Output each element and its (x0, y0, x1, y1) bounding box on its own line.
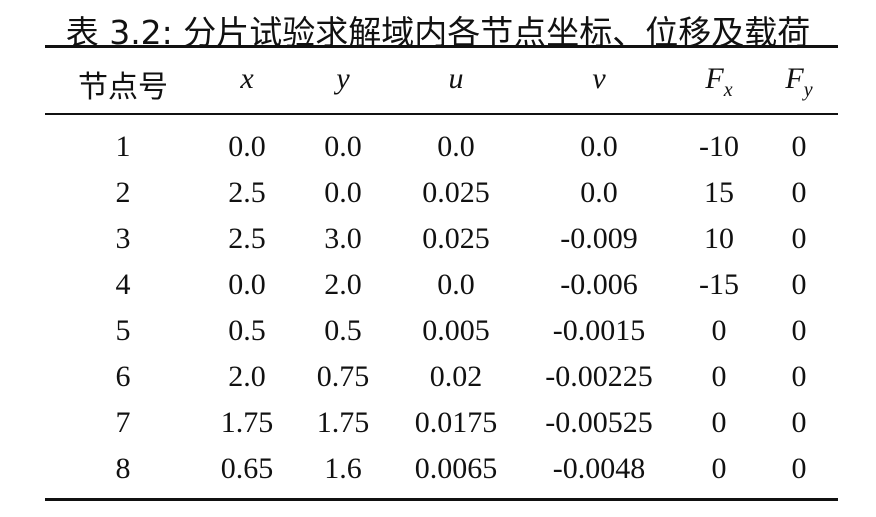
table-cell: 0.0 (580, 176, 618, 209)
header-text: F (785, 62, 804, 95)
table-cell: 0.025 (422, 176, 490, 209)
table-cell: 3.0 (324, 222, 362, 255)
table-cell: -0.00225 (545, 360, 653, 393)
table-cell: 0.0 (324, 176, 362, 209)
header-cell: 节点号 (78, 62, 168, 106)
header-text: y (336, 62, 350, 95)
table-cell: 0.5 (228, 314, 266, 347)
table-cell: 10 (704, 222, 734, 255)
table-cell: 3 (115, 222, 131, 255)
table-cell: 4 (115, 268, 131, 301)
table-cell: -0.0015 (552, 314, 646, 347)
table-cell: 0.0 (228, 268, 266, 301)
top-rule (45, 45, 838, 48)
table-cell: 15 (704, 176, 734, 209)
table-cell: 0.0 (437, 268, 475, 301)
table-cell: -0.009 (560, 222, 638, 255)
table-cell: 8 (115, 452, 131, 485)
table-cell: 0 (711, 314, 727, 347)
table-cell: 5 (115, 314, 131, 347)
header-cell: Fx (705, 62, 732, 102)
table-cell: 1.6 (324, 452, 362, 485)
table-cell: 0 (711, 406, 727, 439)
table-cell: 0.5 (324, 314, 362, 347)
header-text: v (592, 62, 606, 95)
table-cell: 0.025 (422, 222, 490, 255)
header-text: F (705, 62, 724, 95)
header-subscript: x (723, 79, 733, 101)
table-cell: 0 (791, 360, 807, 393)
table-cell: 7 (115, 406, 131, 439)
table-cell: -0.0048 (552, 452, 646, 485)
table-cell: 0.65 (220, 452, 274, 485)
header-subscript: y (803, 79, 813, 101)
table-cell: 2.0 (324, 268, 362, 301)
table-cell: 0.005 (422, 314, 490, 347)
bottom-rule (45, 498, 838, 501)
table-cell: 1.75 (220, 406, 274, 439)
table-cell: 0.75 (316, 360, 370, 393)
table-cell: -0.006 (560, 268, 638, 301)
table-cell: 0.0 (324, 130, 362, 163)
table-cell: 2.5 (228, 222, 266, 255)
header-text: u (448, 62, 464, 95)
table-cell: 0.0065 (414, 452, 498, 485)
header-text: x (240, 62, 254, 95)
table-cell: 0.02 (429, 360, 483, 393)
table-cell: 0 (711, 452, 727, 485)
table-cell: 0 (791, 406, 807, 439)
header-cell: v (592, 62, 605, 96)
table-cell: -15 (699, 268, 739, 301)
table-cell: 0.0 (228, 130, 266, 163)
header-cell: x (240, 62, 253, 96)
table-cell: 0 (791, 222, 807, 255)
table-cell: 0 (791, 130, 807, 163)
table-cell: 0 (711, 360, 727, 393)
table-cell: 2.5 (228, 176, 266, 209)
table-cell: 0 (791, 176, 807, 209)
table-cell: -10 (699, 130, 739, 163)
table-cell: 0.0 (580, 130, 618, 163)
mid-rule (45, 113, 838, 115)
table-cell: 0.0 (437, 130, 475, 163)
table-cell: 2 (115, 176, 131, 209)
header-cell: Fy (785, 62, 812, 102)
table-cell: 1 (115, 130, 131, 163)
table-cell: 0 (791, 452, 807, 485)
header-cell: y (336, 62, 349, 96)
header-text: 节点号 (78, 70, 168, 105)
table-cell: 0.0175 (414, 406, 498, 439)
table-cell: 1.75 (316, 406, 370, 439)
table-cell: 6 (115, 360, 131, 393)
table-cell: -0.00525 (545, 406, 653, 439)
header-cell: u (449, 62, 464, 96)
table-cell: 0 (791, 314, 807, 347)
table-cell: 0 (791, 268, 807, 301)
table-cell: 2.0 (228, 360, 266, 393)
